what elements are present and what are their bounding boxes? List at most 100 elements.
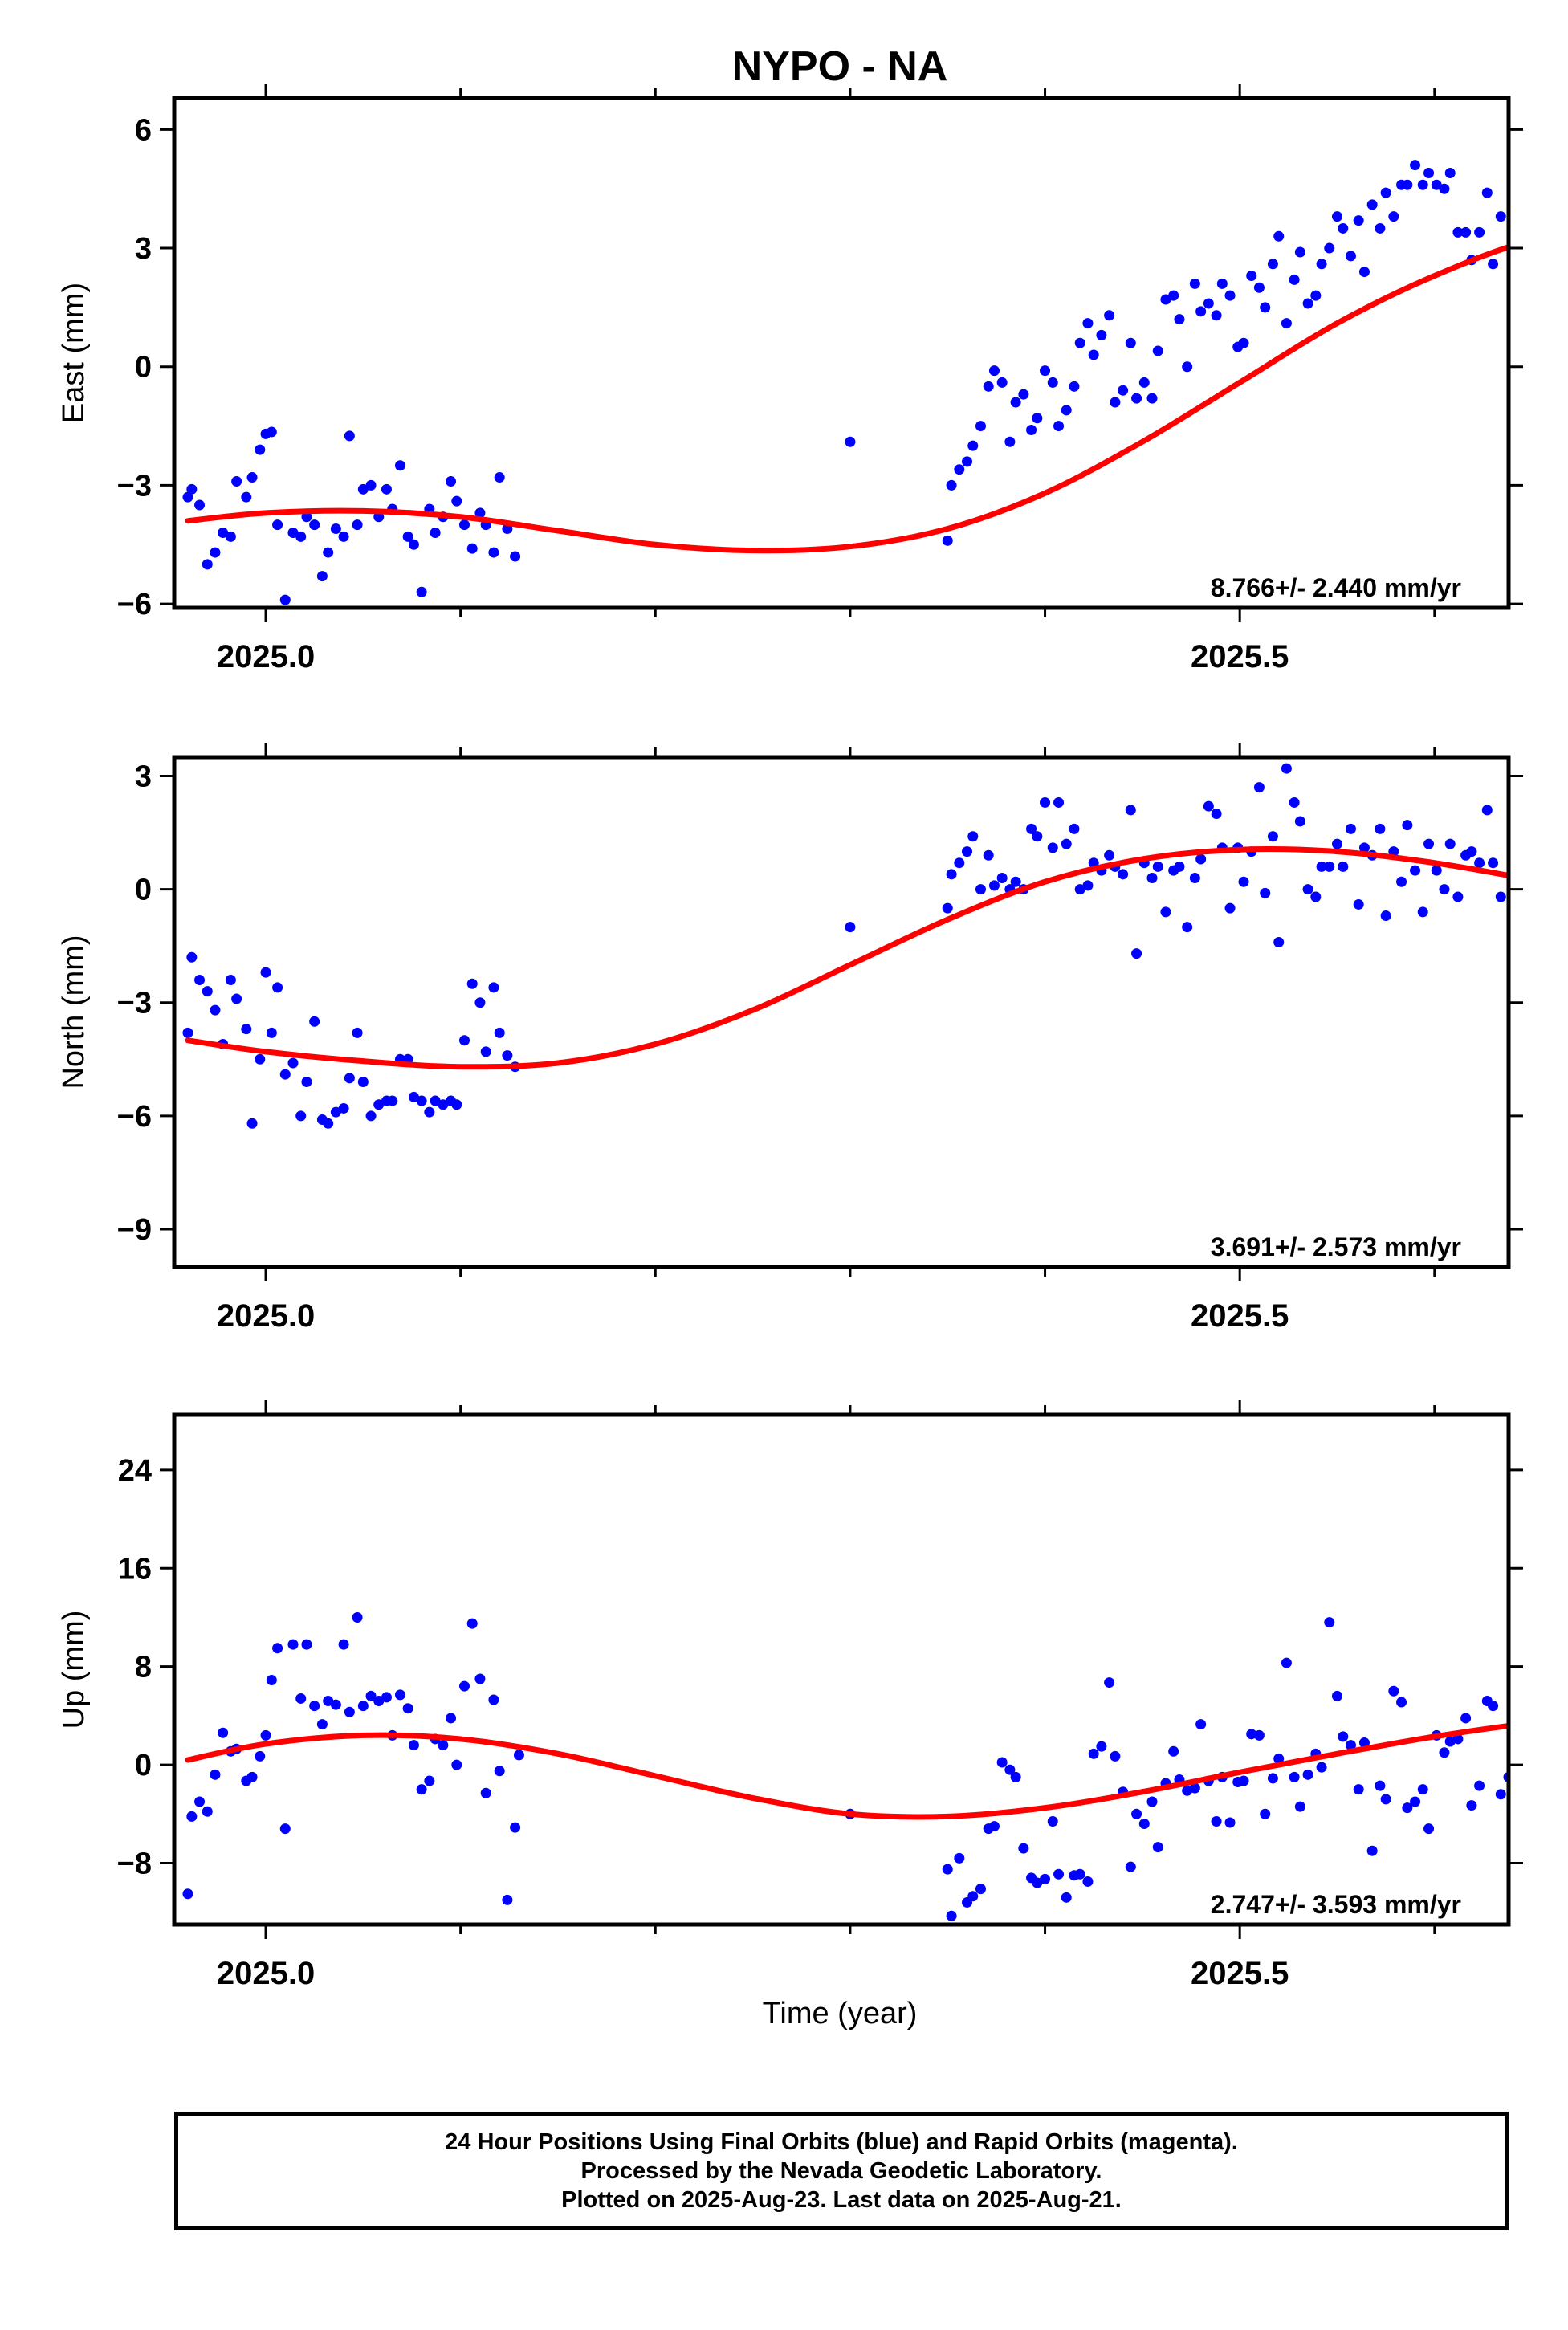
final-orbit-point bbox=[381, 483, 392, 495]
final-orbit-point bbox=[1189, 278, 1200, 289]
x-tick-label: 2025.5 bbox=[1191, 1956, 1289, 1991]
final-orbit-point bbox=[459, 1680, 470, 1692]
y-tick-label: 8 bbox=[135, 1651, 152, 1684]
final-orbit-point bbox=[1152, 1842, 1163, 1853]
final-orbit-point bbox=[1353, 898, 1364, 910]
final-orbit-point bbox=[1273, 936, 1285, 947]
final-orbit-point bbox=[1423, 1823, 1435, 1835]
final-orbit-point bbox=[430, 1095, 441, 1106]
x-tick-label: 2025.0 bbox=[217, 639, 315, 674]
final-orbit-point bbox=[466, 543, 478, 554]
final-orbit-point bbox=[1345, 823, 1356, 834]
final-orbit-point bbox=[451, 1759, 462, 1770]
final-orbit-point bbox=[1417, 1784, 1428, 1795]
final-orbit-point bbox=[1402, 179, 1413, 190]
final-orbit-point bbox=[287, 527, 299, 538]
final-orbit-point bbox=[330, 1106, 341, 1118]
final-orbit-point bbox=[446, 475, 457, 487]
final-orbit-point bbox=[1294, 246, 1305, 258]
final-orbit-point bbox=[1211, 809, 1222, 820]
final-orbit-point bbox=[1431, 865, 1442, 876]
final-orbit-point bbox=[1040, 796, 1051, 808]
final-orbit-point bbox=[1444, 838, 1456, 849]
final-orbit-point bbox=[1495, 891, 1506, 902]
final-orbit-point bbox=[1460, 226, 1472, 238]
final-orbit-point bbox=[1010, 397, 1021, 408]
model-curve bbox=[185, 243, 1509, 554]
final-orbit-point bbox=[1189, 873, 1200, 884]
y-tick-label: −3 bbox=[117, 987, 152, 1020]
final-orbit-point bbox=[1168, 1745, 1179, 1757]
final-orbit-point bbox=[513, 1750, 524, 1761]
final-orbit-point bbox=[194, 1796, 206, 1807]
final-orbit-point bbox=[459, 519, 470, 531]
final-orbit-point bbox=[1182, 922, 1193, 933]
final-orbit-point bbox=[279, 594, 291, 605]
final-orbit-point bbox=[1238, 1775, 1249, 1786]
final-orbit-point bbox=[845, 436, 856, 447]
final-orbit-point bbox=[1324, 1617, 1335, 1628]
final-orbit-point bbox=[202, 559, 213, 570]
final-orbit-point bbox=[1375, 823, 1386, 834]
final-orbit-point bbox=[255, 444, 266, 455]
final-orbit-point bbox=[266, 426, 277, 438]
final-orbit-point bbox=[1267, 1773, 1278, 1784]
final-orbit-point bbox=[1331, 1690, 1342, 1701]
final-orbit-point bbox=[272, 982, 283, 993]
y-axis-label: North (mm) bbox=[57, 935, 91, 1089]
final-orbit-point bbox=[408, 539, 419, 550]
final-orbit-point bbox=[1281, 763, 1292, 774]
final-orbit-point bbox=[1302, 298, 1313, 309]
final-orbit-point bbox=[1410, 160, 1421, 171]
final-orbit-point bbox=[1104, 310, 1115, 321]
final-orbit-point bbox=[1358, 842, 1370, 853]
final-orbit-point bbox=[1074, 884, 1085, 895]
model-curve bbox=[185, 846, 1509, 1070]
final-orbit-point bbox=[1324, 861, 1335, 872]
final-orbit-point bbox=[488, 547, 499, 558]
final-orbit-point bbox=[1047, 377, 1058, 388]
y-tick-label: −9 bbox=[117, 1213, 152, 1247]
final-orbit-point bbox=[1074, 337, 1085, 348]
final-orbit-point bbox=[373, 1696, 385, 1707]
final-orbit-point bbox=[1517, 1698, 1527, 1709]
final-orbit-point bbox=[1131, 948, 1142, 959]
y-tick-label: 0 bbox=[135, 351, 152, 385]
plot-frame bbox=[172, 755, 1511, 1269]
final-orbit-point bbox=[1338, 1731, 1349, 1742]
final-orbit-point bbox=[1096, 1741, 1107, 1752]
rapid-orbit-point bbox=[1560, 778, 1568, 788]
model-curve bbox=[185, 1722, 1509, 1820]
final-orbit-point bbox=[357, 1701, 369, 1712]
final-orbit-point bbox=[1353, 215, 1364, 226]
final-orbit-point bbox=[954, 857, 965, 869]
x-tick-label: 2025.5 bbox=[1191, 1298, 1289, 1334]
final-orbit-point bbox=[1488, 259, 1499, 270]
final-orbit-point bbox=[494, 472, 505, 483]
final-orbit-point bbox=[1281, 1657, 1292, 1668]
final-orbit-point bbox=[394, 1689, 405, 1701]
final-orbit-point bbox=[1402, 1802, 1413, 1814]
final-orbit-point bbox=[1338, 222, 1349, 234]
x-tick-label: 2025.0 bbox=[217, 1956, 315, 1991]
data-points bbox=[182, 763, 1568, 1129]
final-orbit-point bbox=[1253, 782, 1265, 793]
final-orbit-point bbox=[961, 846, 972, 857]
final-orbit-point bbox=[1118, 869, 1129, 880]
final-orbit-point bbox=[416, 586, 427, 597]
final-orbit-point bbox=[1010, 876, 1021, 887]
final-orbit-point bbox=[1380, 187, 1391, 198]
final-orbit-point bbox=[301, 511, 312, 523]
caption-line-1: 24 Hour Positions Using Final Orbits (bl… bbox=[445, 2129, 1238, 2155]
final-orbit-point bbox=[344, 1706, 355, 1717]
final-orbit-point bbox=[942, 902, 953, 914]
rapid-orbit-point bbox=[1560, 413, 1568, 423]
final-orbit-point bbox=[1138, 377, 1150, 388]
rapid-orbit-point bbox=[1550, 227, 1561, 238]
final-orbit-point bbox=[352, 1611, 363, 1623]
final-orbit-point bbox=[1310, 290, 1322, 301]
final-orbit-point bbox=[1189, 1782, 1200, 1794]
final-orbit-point bbox=[1026, 424, 1037, 435]
final-orbit-point bbox=[1380, 910, 1391, 922]
final-orbit-point bbox=[474, 1673, 486, 1684]
